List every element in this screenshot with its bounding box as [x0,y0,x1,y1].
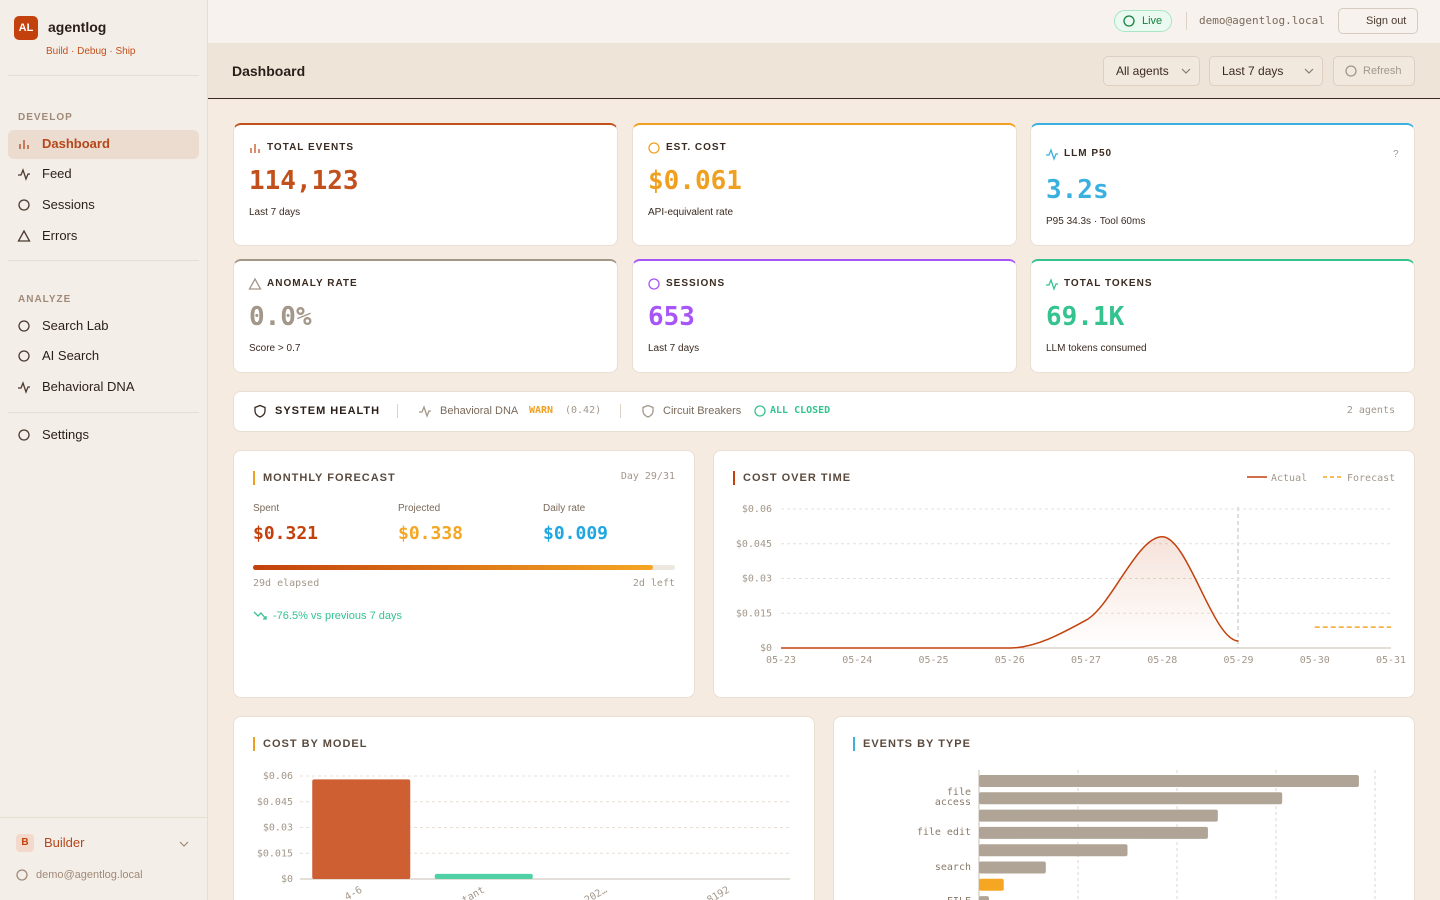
card-title: MONTHLY FORECAST [263,472,396,484]
y-tick-label: file access [934,787,971,809]
card-title: COST BY MODEL [263,738,368,750]
brand-name: agentlog [48,19,107,35]
metric-label: Projected [398,503,441,514]
metric-value: $0.321 [253,523,319,544]
kpi-note: API-equivalent rate [648,207,734,218]
nav-item[interactable]: Dashboard [42,136,110,151]
divider [8,260,199,261]
logo: AL [14,16,38,40]
kpi-card [233,259,618,373]
kpi-label: TOTAL TOKENS [1064,278,1153,289]
separator [620,404,621,418]
workspace-email: demo@agentlog.local [36,869,143,881]
nav-item[interactable]: Errors [42,228,78,243]
metric-label: Daily rate [543,503,586,514]
kpi-note: LLM tokens consumed [1046,343,1147,354]
filter-label[interactable]: Last 7 days [1222,64,1284,78]
topbar [208,0,1440,44]
kpi-value: 114,123 [249,166,359,196]
kpi-value: $0.061 [648,166,742,196]
separator [397,404,398,418]
page-title: Dashboard [232,63,306,79]
y-tick-label: FILE [907,892,971,900]
title-accent [253,737,255,751]
kpi-value: 3.2s [1046,175,1109,205]
metric-value: $0.338 [398,523,464,544]
breakers-label: Circuit Breakers [663,405,742,417]
forecast-card [233,450,695,698]
health-title: SYSTEM HEALTH [275,405,381,417]
kpi-label: EST. COST [666,142,727,153]
y-tick-label: search [934,861,971,873]
health-card [233,391,1415,432]
nav-item[interactable]: Search Lab [42,318,109,333]
divider [8,75,199,76]
kpi-card [233,123,618,246]
title-accent [253,471,255,485]
nav-item[interactable]: Feed [42,166,72,181]
kpi-note: Last 7 days [648,343,700,354]
breakers-status: ALL CLOSED [770,405,831,416]
forecast-trend: -76.5% vs previous 7 days [273,610,403,622]
nav-section: DEVELOP [18,112,73,123]
cost-over-time-card [713,450,1415,698]
divider [0,817,207,818]
dna-label: Behavioral DNA [440,405,519,417]
nav-item[interactable]: AI Search [42,348,100,363]
kpi-card [632,123,1017,246]
sign-out-button[interactable] [1338,8,1418,34]
workspace-badge: B [16,834,34,852]
kpi-label: LLM P50 [1064,148,1113,159]
agents-count: 2 agents [1346,405,1395,416]
kpi-card [632,259,1017,373]
nav-item[interactable]: Behavioral DNA [42,379,135,394]
progress-left: 2d left [632,578,675,589]
forecast-day: Day 29/31 [620,471,675,482]
card-title: COST OVER TIME [743,472,852,484]
filter-select[interactable] [1209,56,1323,86]
kpi-value: 0.0% [249,302,312,332]
nav-item[interactable]: Sessions [42,197,95,212]
refresh-label[interactable]: Refresh [1363,65,1402,77]
nav-item[interactable]: Settings [42,427,89,442]
kpi-label: TOTAL EVENTS [267,142,355,153]
kpi-note: Last 7 days [249,207,301,218]
separator [1186,12,1187,30]
sign-out-label[interactable]: Sign out [1366,15,1407,27]
kpi-label: ANOMALY RATE [267,278,358,289]
metric-value: $0.009 [543,523,609,544]
progress-elapsed: 29d elapsed [253,578,320,589]
title-accent [853,737,855,751]
dna-status: WARN [529,405,554,416]
title-accent [733,471,735,485]
kpi-note: Score > 0.7 [249,343,301,354]
divider [8,412,199,413]
live-status: Live [1142,15,1163,27]
kpi-note: P95 34.3s · Tool 60ms [1046,216,1146,227]
progress-fill [253,565,654,570]
kpi-value: 653 [648,302,695,332]
workspace-name[interactable]: Builder [44,835,85,850]
topbar-email: demo@agentlog.local [1199,14,1325,27]
kpi-card [1030,123,1415,246]
y-tick-label: file edit [916,826,971,838]
filter-label[interactable]: All agents [1116,64,1169,78]
dna-score: (0.42) [565,405,602,416]
metric-label: Spent [253,503,280,514]
kpi-card [1030,259,1415,373]
nav-section: ANALYZE [18,294,72,305]
help-icon[interactable]: ? [1393,149,1399,160]
kpi-label: SESSIONS [666,278,726,289]
kpi-value: 69.1K [1046,302,1125,332]
nav-active-bg [8,130,199,159]
brand-tagline: Build · Debug · Ship [46,46,136,57]
events-by-type-card [833,716,1415,900]
card-title: EVENTS BY TYPE [863,738,971,750]
